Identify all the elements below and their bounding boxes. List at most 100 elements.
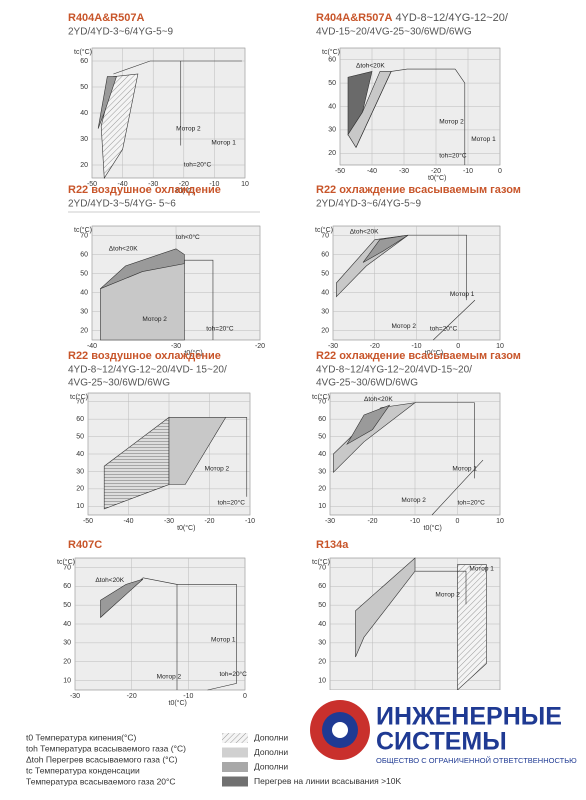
y-tick-label: 30 (321, 308, 329, 315)
legend-label: Дополни (254, 732, 288, 742)
x-tick-label: 0 (243, 693, 247, 700)
y-tick-label: 50 (80, 84, 88, 91)
y-axis-label: tc(°C) (70, 393, 88, 401)
x-axis-label: t0(°C) (177, 524, 195, 532)
y-tick-label: 30 (318, 468, 326, 475)
x-tick-label: -10 (245, 518, 255, 525)
panel-title: R22 охлаждение всасываемым газом (316, 350, 521, 362)
annotation: Мотор 2 (176, 125, 201, 132)
y-tick-label: 40 (321, 289, 329, 296)
y-tick-label: 10 (76, 503, 84, 510)
envelope-outline (431, 459, 484, 516)
x-tick-label: -20 (204, 518, 214, 525)
annotation: Мотор 2 (157, 674, 182, 681)
y-tick-label: 10 (318, 677, 326, 684)
envelope-outline (113, 60, 242, 75)
y-tick-label: 40 (328, 103, 336, 110)
envelope-outline (355, 68, 456, 148)
panel: R22 воздушное охлаждение 2YD/4YD-3~5/4YG-… (68, 184, 265, 357)
envelope-outline (408, 234, 467, 301)
legend-term: Температура всасываемого газа 20°C (26, 776, 176, 786)
envelope-outline (415, 402, 475, 479)
title-text: R134a (316, 539, 349, 551)
annotation: Мотор 1 (469, 565, 494, 572)
y-tick-label: 70 (76, 399, 84, 406)
y-tick-label: 20 (63, 659, 71, 666)
x-tick-label: 0 (456, 518, 460, 525)
panel-subtitle: 4VD-15~20/4VG-25~30/6WD/6WG (316, 27, 472, 38)
envelope (100, 578, 144, 619)
x-tick-label: -30 (171, 343, 181, 350)
panel-subtitle: 4YD-8~12/4YG-12~20/4VD-15~20/ (316, 365, 472, 376)
panel-subtitle: 2YD/4YD-3~6/4YG-5~9 (68, 27, 173, 38)
annotation: Δtoh<20K (356, 62, 385, 69)
y-tick-label: 30 (63, 640, 71, 647)
annotation: Мотор 2 (205, 465, 230, 472)
panel-subtitle: 4YD-8~12/4YG-12~20/4VD- 15~20/ (68, 365, 227, 376)
annotation: toh=20°C (430, 324, 458, 332)
y-tick-label: 30 (328, 127, 336, 134)
legend-swatch (222, 747, 248, 758)
logo-line1: ИНЖЕНЕРНЫЕ (376, 703, 562, 731)
annotation: toh=20°C (439, 151, 467, 159)
legend-label: Дополни (254, 761, 288, 771)
y-tick-label: 40 (80, 289, 88, 296)
x-axis-label: t0(°C) (176, 187, 194, 195)
title-text: R22 охлаждение всасываемым газом (316, 350, 521, 362)
envelope (168, 417, 227, 485)
y-tick-label: 40 (80, 110, 88, 117)
x-tick-label: -20 (127, 693, 137, 700)
logo-tagline: ОБЩЕСТВО С ОГРАНИЧЕННОЙ ОТВЕТСТВЕННОСТЬЮ (376, 756, 577, 765)
y-axis-label: tc(°C) (315, 226, 333, 234)
x-tick-label: 10 (241, 181, 249, 188)
y-tick-label: 40 (318, 451, 326, 458)
annotation: toh=20°C (220, 670, 248, 678)
legend-swatch (222, 776, 248, 787)
title-text: R22 охлаждение всасываемым газом (316, 184, 521, 196)
x-tick-label: 10 (496, 343, 504, 350)
panel-subtitle: 4VG-25~30/6WD/6WG (68, 378, 170, 389)
y-tick-label: 50 (321, 270, 329, 277)
title-text: R22 воздушное охлаждение (68, 184, 221, 196)
annotation: Мотор 1 (450, 291, 475, 298)
title-text: R407C (68, 539, 102, 551)
y-tick-label: 30 (318, 640, 326, 647)
x-axis-label: t0(°C) (169, 699, 187, 707)
panel: R404A&R507A 2YD/4YD-3~6/4YG-5~9 60 50 40 30 20… (68, 12, 249, 195)
logo-gear-hole (332, 722, 348, 738)
annotation: Мотор 2 (391, 323, 416, 330)
y-tick-label: 10 (63, 677, 71, 684)
y-tick-label: 20 (318, 486, 326, 493)
x-tick-label: -40 (367, 168, 377, 175)
x-tick-label: -20 (370, 343, 380, 350)
envelope-outline (432, 299, 476, 341)
x-tick-label: -10 (209, 181, 219, 188)
panel-title: R404A&R507A (68, 12, 144, 24)
x-tick-label: -40 (87, 343, 97, 350)
panel-subtitle: 2YD/4YD-3~6/4YG-5~9 (316, 199, 421, 210)
x-tick-label: -10 (411, 343, 421, 350)
x-tick-label: -20 (255, 343, 265, 350)
y-tick-label: 60 (63, 583, 71, 590)
legend-term: t0 Температура кипения(°C) (26, 732, 137, 742)
envelope-outline (454, 68, 466, 165)
annotation: Мотор 1 (211, 140, 236, 147)
y-tick-label: 60 (80, 251, 88, 258)
legend-swatch (222, 762, 248, 772)
y-tick-label: 60 (318, 416, 326, 423)
x-axis-label: t0(°C) (424, 524, 442, 532)
envelope-outline (184, 259, 214, 340)
annotation: Мотор 2 (439, 118, 464, 125)
x-tick-label: -10 (463, 168, 473, 175)
y-tick-label: 50 (318, 433, 326, 440)
panel-subtitle: 2YD/4YD-3~5/4YG- 5~6 (68, 199, 176, 210)
y-tick-label: 20 (328, 150, 336, 157)
y-tick-label: 60 (318, 583, 326, 590)
x-tick-label: -20 (179, 181, 189, 188)
y-tick-label: 50 (80, 270, 88, 277)
annotation: Мотор 1 (452, 465, 477, 472)
legend-label: Перегрев на линии всасывания >10K (254, 776, 401, 786)
x-tick-label: -30 (70, 693, 80, 700)
annotation: Мотор 2 (142, 316, 167, 323)
